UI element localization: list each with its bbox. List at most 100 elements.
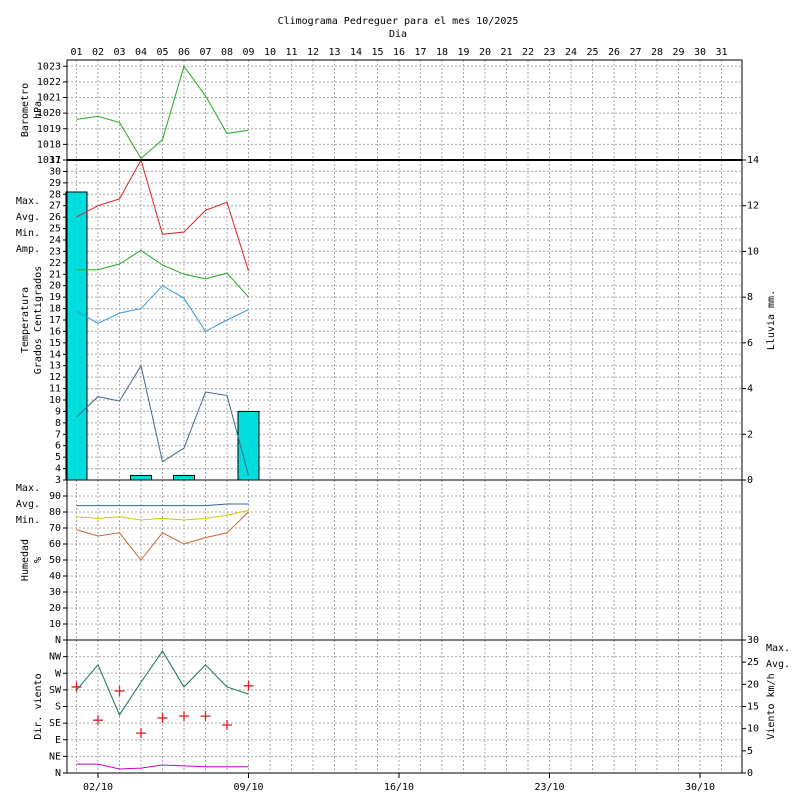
x-tick-label: 21 xyxy=(500,47,512,58)
y-tick-label: NE xyxy=(49,751,61,762)
y-axis-title: hPa xyxy=(33,101,44,119)
y-tick-label: 17 xyxy=(49,315,61,326)
legend-entry: Max. xyxy=(16,483,40,494)
direction-point xyxy=(71,681,82,692)
y-tick-label: 23 xyxy=(49,246,61,257)
series-line xyxy=(76,650,249,716)
x-tick-label: 10 xyxy=(264,47,276,58)
direction-point xyxy=(93,715,103,726)
y-tick-label: 24 xyxy=(49,235,61,246)
y-tick-label: E xyxy=(55,735,61,746)
y-tick-label: 1020 xyxy=(37,108,61,119)
y2-tick-label: 6 xyxy=(747,338,753,349)
y-tick-label: 8 xyxy=(55,418,61,429)
y-tick-label: 14 xyxy=(49,349,61,360)
y2-tick-label: 8 xyxy=(747,292,753,303)
legend-entry: Avg. xyxy=(16,499,40,510)
y-tick-label: 90 xyxy=(49,491,61,502)
x-tick-label: 04 xyxy=(135,47,147,58)
y-tick-label: 20 xyxy=(49,281,61,292)
rain-bar xyxy=(130,474,152,481)
y-tick-label: 11 xyxy=(49,384,61,395)
x-tick-label: 31 xyxy=(715,47,727,58)
direction-point xyxy=(200,711,211,722)
x-date-label: 23/10 xyxy=(534,782,564,793)
x-date-label: 16/10 xyxy=(384,782,414,793)
direction-point xyxy=(243,680,254,691)
y-tick-label: 26 xyxy=(49,212,61,223)
x-tick-label: 11 xyxy=(285,47,297,58)
y2-tick-label: 0 xyxy=(747,475,753,486)
y-tick-label: 4 xyxy=(55,464,61,475)
x-tick-label: 06 xyxy=(178,47,190,58)
legend-entry: Avg. xyxy=(766,659,790,670)
y-tick-label: NW xyxy=(49,652,62,663)
x-tick-label: 14 xyxy=(350,47,362,58)
panel-frame xyxy=(66,639,743,774)
y-tick-label: W xyxy=(55,668,62,679)
y2-axis-title: Lluvia mm. xyxy=(766,290,777,350)
legend-entry: Amp. xyxy=(16,244,40,255)
y2-tick-label: 4 xyxy=(747,384,753,395)
y-tick-label: 10 xyxy=(49,619,61,630)
y-tick-label: 22 xyxy=(49,258,61,269)
y-tick-label: 30 xyxy=(49,587,61,598)
x-tick-label: 12 xyxy=(307,47,319,58)
series-line xyxy=(76,158,249,272)
y-tick-label: 70 xyxy=(49,523,61,534)
y-tick-label: 27 xyxy=(49,201,61,212)
y2-tick-label: 10 xyxy=(747,724,759,735)
x-tick-label: 09 xyxy=(242,47,254,58)
panel-frame xyxy=(66,59,743,161)
y-tick-label: 10 xyxy=(49,395,61,406)
direction-point xyxy=(114,685,125,696)
y-tick-label: 1023 xyxy=(37,61,61,72)
series-line xyxy=(76,509,249,521)
x-tick-label: 29 xyxy=(672,47,684,58)
legend-entry: Min. xyxy=(16,515,40,526)
y-axis-title: Dir. viento xyxy=(33,673,44,739)
y-axis-title: Grados Centigrados xyxy=(33,266,44,374)
y-tick-label: SW xyxy=(49,685,62,696)
y-axis-title: Humedad xyxy=(20,539,31,581)
x-tick-label: 08 xyxy=(221,47,233,58)
y2-tick-label: 2 xyxy=(747,429,753,440)
y-tick-label: 9 xyxy=(55,406,61,417)
series-line xyxy=(76,503,249,507)
y2-tick-label: 5 xyxy=(747,746,753,757)
x-tick-label: 19 xyxy=(457,47,469,58)
y-axis-title: Temperatura xyxy=(20,287,31,353)
direction-point xyxy=(179,711,189,722)
x-tick-label: 18 xyxy=(436,47,448,58)
y2-tick-label: 30 xyxy=(747,635,759,646)
x-tick-label: 02 xyxy=(92,47,104,58)
y2-tick-label: 10 xyxy=(747,246,759,257)
direction-point xyxy=(136,728,146,739)
y-tick-label: 7 xyxy=(55,429,61,440)
x-tick-label: 03 xyxy=(113,47,125,58)
y-tick-label: 1017 xyxy=(37,155,61,166)
y-tick-label: 29 xyxy=(49,178,61,189)
y-tick-label: 1019 xyxy=(37,124,61,135)
x-tick-label: 24 xyxy=(565,47,577,58)
x-tick-label: 26 xyxy=(608,47,620,58)
y-axis-title: Barometro xyxy=(20,83,31,137)
y-tick-label: N xyxy=(55,768,61,779)
x-tick-label: 16 xyxy=(393,47,405,58)
y-tick-label: 18 xyxy=(49,304,61,315)
legend-entry: Max. xyxy=(16,196,40,207)
x-date-label: 02/10 xyxy=(83,782,113,793)
y2-tick-label: 14 xyxy=(747,155,759,166)
y-tick-label: 1018 xyxy=(37,139,61,150)
y-tick-label: 16 xyxy=(49,326,61,337)
x-tick-label: 28 xyxy=(651,47,663,58)
y-tick-label: 19 xyxy=(49,292,61,303)
x-tick-label: 20 xyxy=(479,47,491,58)
y2-tick-label: 0 xyxy=(747,768,753,779)
rain-bar xyxy=(173,474,195,481)
legend-entry: Avg. xyxy=(16,212,40,223)
direction-point xyxy=(222,719,232,730)
y-tick-label: 15 xyxy=(49,338,61,349)
y-tick-label: 13 xyxy=(49,361,61,372)
series-line xyxy=(76,364,249,476)
